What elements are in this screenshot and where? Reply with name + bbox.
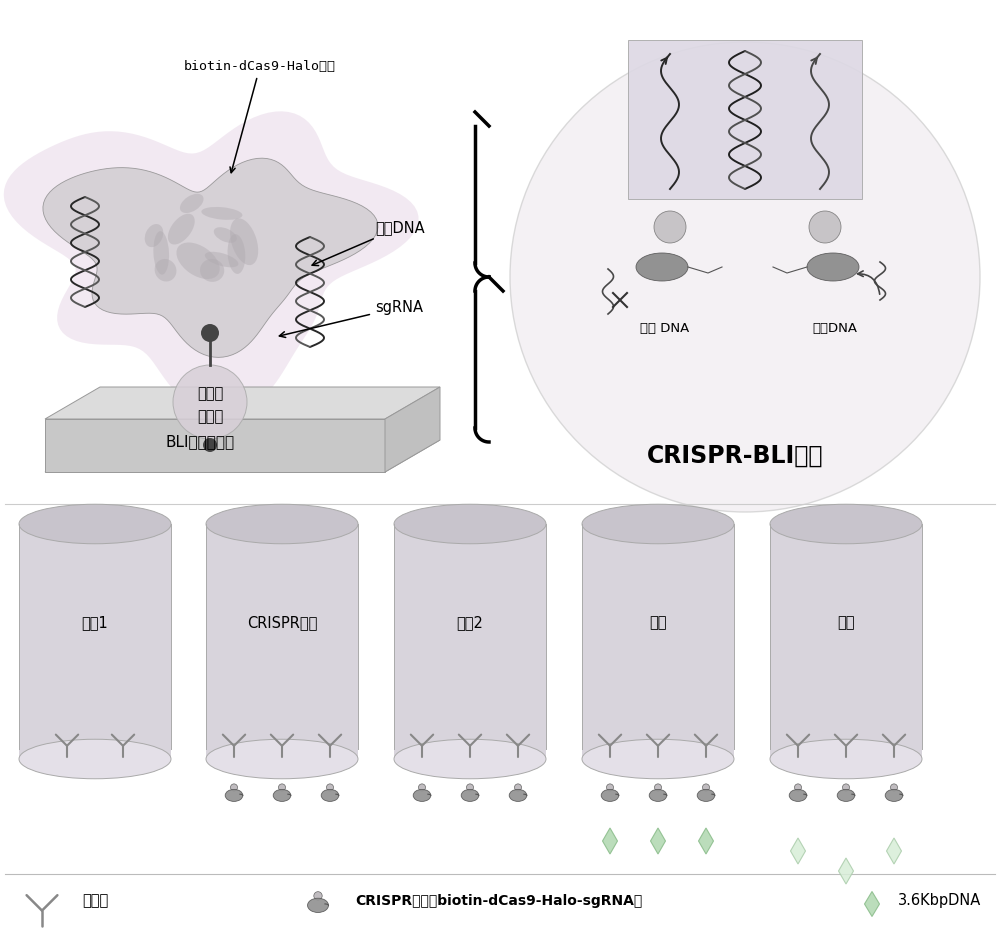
Text: 结合: 结合 — [649, 615, 667, 630]
Text: 其它 DNA: 其它 DNA — [640, 322, 690, 335]
Ellipse shape — [155, 259, 176, 282]
Ellipse shape — [413, 789, 431, 802]
Ellipse shape — [180, 194, 204, 213]
Text: CRISPR探针（biotin-dCas9-Halo-sgRNA）: CRISPR探针（biotin-dCas9-Halo-sgRNA） — [355, 894, 642, 908]
Text: 目标DNA: 目标DNA — [812, 322, 858, 335]
Bar — [770, 524, 922, 759]
Polygon shape — [385, 387, 440, 472]
Circle shape — [809, 211, 841, 243]
Bar — [19, 524, 171, 759]
Text: 生物素: 生物素 — [197, 387, 223, 402]
Circle shape — [203, 438, 217, 452]
Circle shape — [466, 783, 474, 791]
Polygon shape — [43, 158, 378, 357]
Polygon shape — [698, 828, 714, 854]
Ellipse shape — [770, 740, 922, 779]
Circle shape — [606, 783, 614, 791]
Ellipse shape — [145, 224, 163, 248]
Text: 目标DNA: 目标DNA — [312, 220, 425, 266]
Text: 亲和素: 亲和素 — [197, 409, 223, 425]
Ellipse shape — [153, 231, 169, 275]
Text: CRISPR固定: CRISPR固定 — [247, 615, 317, 630]
Ellipse shape — [885, 789, 903, 802]
Text: 基线1: 基线1 — [82, 615, 108, 630]
Circle shape — [654, 783, 662, 791]
Circle shape — [173, 365, 247, 439]
Circle shape — [702, 783, 710, 791]
Polygon shape — [887, 838, 902, 864]
Circle shape — [278, 783, 286, 791]
Circle shape — [230, 783, 238, 791]
Ellipse shape — [789, 789, 807, 802]
Circle shape — [326, 783, 334, 791]
Ellipse shape — [837, 789, 855, 802]
Ellipse shape — [697, 789, 715, 802]
Polygon shape — [45, 419, 385, 472]
Bar — [582, 524, 734, 759]
Ellipse shape — [201, 207, 242, 220]
Ellipse shape — [601, 789, 619, 802]
Circle shape — [510, 42, 980, 512]
Ellipse shape — [308, 899, 328, 912]
Circle shape — [314, 892, 322, 900]
Text: 3.6KbpDNA: 3.6KbpDNA — [898, 894, 981, 908]
Ellipse shape — [228, 234, 245, 274]
Polygon shape — [4, 111, 418, 415]
Text: CRISPR-BLI芯片: CRISPR-BLI芯片 — [647, 444, 823, 468]
Ellipse shape — [461, 789, 479, 802]
Ellipse shape — [206, 505, 358, 544]
Text: 解离: 解离 — [837, 615, 855, 630]
Ellipse shape — [770, 505, 922, 544]
Text: BLI感受器表面: BLI感受器表面 — [165, 434, 235, 449]
Ellipse shape — [176, 243, 220, 279]
Ellipse shape — [206, 740, 358, 779]
Polygon shape — [650, 828, 666, 854]
Text: 亲和素: 亲和素 — [82, 894, 108, 908]
Ellipse shape — [205, 251, 238, 268]
Ellipse shape — [19, 740, 171, 779]
Ellipse shape — [273, 789, 291, 802]
Circle shape — [794, 783, 802, 791]
Ellipse shape — [230, 218, 258, 266]
Circle shape — [890, 783, 898, 791]
Ellipse shape — [19, 505, 171, 544]
Ellipse shape — [649, 789, 667, 802]
Ellipse shape — [394, 740, 546, 779]
Ellipse shape — [582, 505, 734, 544]
Polygon shape — [839, 858, 854, 884]
Ellipse shape — [225, 789, 243, 802]
Circle shape — [654, 211, 686, 243]
Circle shape — [514, 783, 522, 791]
Polygon shape — [790, 838, 806, 864]
Bar — [394, 524, 546, 759]
Ellipse shape — [321, 789, 339, 802]
Ellipse shape — [214, 228, 237, 243]
Polygon shape — [45, 440, 440, 472]
FancyBboxPatch shape — [628, 40, 862, 199]
Text: 基线2: 基线2 — [457, 615, 483, 630]
Ellipse shape — [200, 259, 224, 282]
Ellipse shape — [168, 213, 195, 245]
Polygon shape — [45, 387, 440, 419]
Ellipse shape — [582, 740, 734, 779]
Text: biotin-dCas9-Halo蛋白: biotin-dCas9-Halo蛋白 — [184, 60, 336, 172]
Text: sgRNA: sgRNA — [279, 300, 423, 337]
Circle shape — [201, 324, 219, 342]
Circle shape — [842, 783, 850, 791]
Ellipse shape — [636, 253, 688, 281]
Bar — [206, 524, 358, 759]
Polygon shape — [865, 891, 880, 917]
Polygon shape — [602, 828, 618, 854]
Ellipse shape — [394, 505, 546, 544]
Ellipse shape — [509, 789, 527, 802]
Ellipse shape — [807, 253, 859, 281]
Circle shape — [418, 783, 426, 791]
